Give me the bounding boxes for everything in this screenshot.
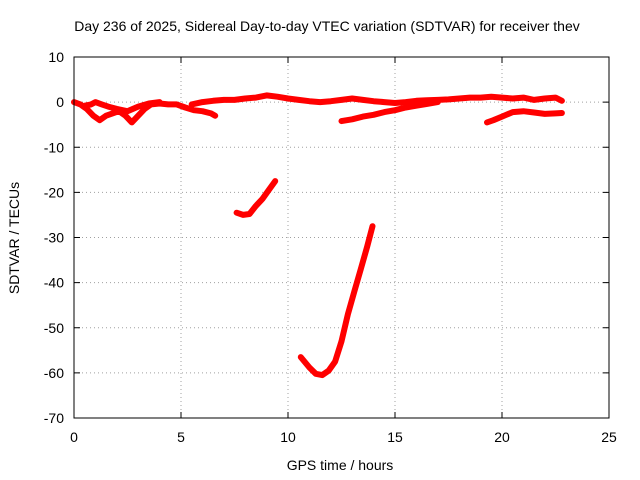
- series-arc-3: [188, 92, 565, 108]
- y-tick-label: -60: [44, 365, 64, 381]
- y-tick-label: -70: [44, 410, 64, 426]
- series-arc-1: [71, 99, 219, 126]
- y-tick-label: -30: [44, 230, 64, 246]
- y-tick-label: -40: [44, 275, 64, 291]
- series-arc-6: [233, 178, 279, 218]
- series-arc-2: [81, 99, 163, 115]
- y-axis-label: SDTVAR / TECUs: [6, 182, 22, 294]
- x-tick-label: 5: [177, 429, 185, 445]
- x-tick-label: 10: [280, 429, 296, 445]
- x-tick-label: 15: [387, 429, 403, 445]
- x-tick-label: 0: [70, 429, 78, 445]
- plot-frame: [73, 56, 610, 419]
- chart-title: Day 236 of 2025, Sidereal Day-to-day VTE…: [74, 18, 580, 34]
- x-tick-label: 20: [494, 429, 510, 445]
- y-tick-label: -50: [44, 320, 64, 336]
- series-arc-4: [338, 99, 441, 125]
- tick-labels: 0 5 10 15 20 25 10 0 -10 -20 -30 -40 -50 -60 -70: [44, 49, 617, 445]
- y-tick-label: 10: [48, 49, 64, 65]
- x-tick-label: 25: [601, 429, 617, 445]
- data-series: [71, 92, 565, 379]
- y-tick-label: -20: [44, 184, 64, 200]
- x-axis-label: GPS time / hours: [287, 457, 394, 473]
- y-tick-label: 0: [56, 94, 64, 110]
- series-arc-5: [484, 108, 565, 126]
- series-arc-7: [297, 223, 376, 379]
- y-tick-label: -10: [44, 139, 64, 155]
